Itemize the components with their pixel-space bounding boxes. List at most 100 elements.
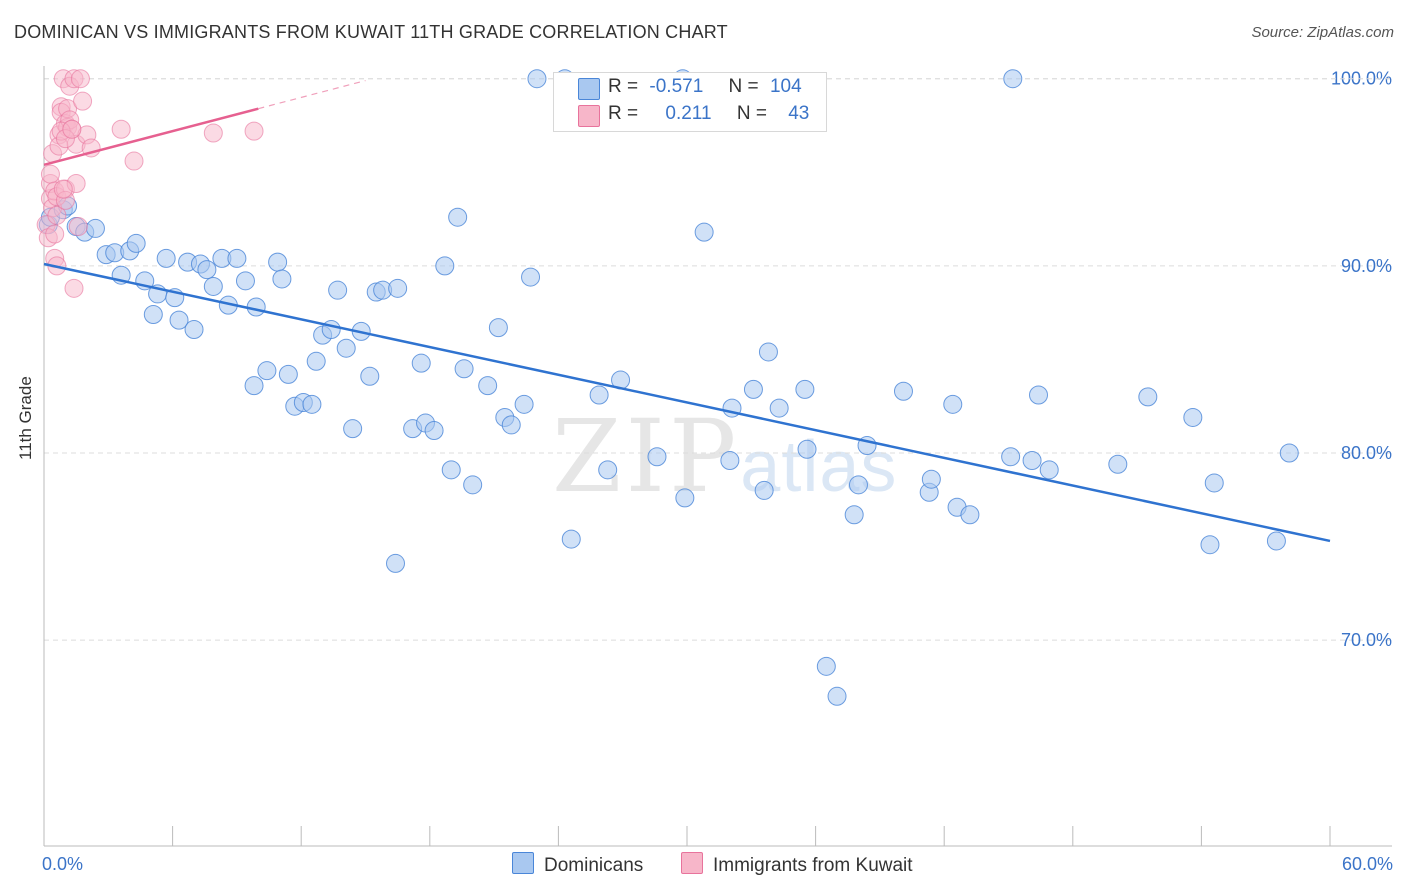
source-credit: Source: ZipAtlas.com bbox=[1251, 24, 1394, 41]
kuwait-trend-line bbox=[43, 107, 259, 167]
dominican-point bbox=[561, 529, 581, 549]
legend-r-value: 0.211 bbox=[665, 103, 712, 124]
bottom-legend-label-dominicans: Dominicans bbox=[544, 855, 644, 876]
y-tick-label: 70.0% bbox=[1341, 630, 1392, 650]
dominican-point bbox=[1138, 387, 1158, 407]
bottom-legend-dominicans: Dominicans bbox=[512, 852, 643, 877]
dominican-point bbox=[1200, 535, 1220, 555]
dominican-point bbox=[1108, 454, 1128, 474]
legend-n-label: N = bbox=[728, 76, 759, 97]
kuwait-point bbox=[124, 151, 144, 171]
dominican-point bbox=[478, 376, 498, 396]
dominican-point bbox=[302, 394, 322, 414]
dominican-point bbox=[893, 381, 913, 401]
dominican-point bbox=[321, 319, 341, 339]
dominican-point bbox=[844, 505, 864, 525]
legend-swatch-kuwait bbox=[578, 105, 600, 127]
dominican-point bbox=[769, 398, 789, 418]
dominican-point bbox=[343, 419, 363, 439]
dominican-point bbox=[246, 297, 266, 317]
dominican-point bbox=[521, 267, 541, 287]
dominican-point bbox=[386, 553, 406, 573]
legend-text-dominicans: R = -0.571 N = 104 bbox=[608, 76, 802, 98]
dominican-point bbox=[360, 366, 380, 386]
legend-r-value: -0.571 bbox=[649, 76, 704, 97]
dominican-point bbox=[827, 686, 847, 706]
dominican-point bbox=[454, 359, 474, 379]
dominican-point bbox=[816, 656, 836, 676]
dominican-point bbox=[126, 233, 146, 253]
dominican-point bbox=[598, 460, 618, 480]
kuwait-point bbox=[62, 119, 82, 139]
kuwait-point bbox=[203, 123, 223, 143]
dominican-point bbox=[203, 276, 223, 296]
dominican-point bbox=[694, 222, 714, 242]
kuwait-point bbox=[53, 179, 73, 199]
dominican-point bbox=[306, 351, 326, 371]
legend-swatch-dominicans bbox=[578, 78, 600, 100]
dominican-trend-line bbox=[43, 262, 1331, 543]
dominican-point bbox=[156, 248, 176, 268]
bottom-legend-swatch-kuwait bbox=[681, 852, 703, 874]
dominican-point bbox=[1204, 473, 1224, 493]
dominican-point bbox=[328, 280, 348, 300]
dominican-point bbox=[758, 342, 778, 362]
dominican-point bbox=[244, 376, 264, 396]
bottom-legend-swatch-dominicans bbox=[512, 852, 534, 874]
dominican-point bbox=[169, 310, 189, 330]
x-tick-label: 0.0% bbox=[42, 854, 83, 874]
dominican-point bbox=[388, 278, 408, 298]
dominican-point bbox=[1029, 385, 1049, 405]
dominican-point bbox=[795, 379, 815, 399]
kuwait-point bbox=[64, 278, 84, 298]
correlation-legend: R = -0.571 N = 104 R = 0.211 N = 43 bbox=[553, 72, 827, 132]
kuwait-trend-extension bbox=[258, 80, 366, 110]
dominican-point bbox=[527, 69, 547, 89]
dominican-point bbox=[257, 361, 277, 381]
dominican-point bbox=[501, 415, 521, 435]
dominican-point bbox=[268, 252, 288, 272]
dominican-point bbox=[1022, 450, 1042, 470]
chart-title: DOMINICAN VS IMMIGRANTS FROM KUWAIT 11TH… bbox=[14, 22, 728, 42]
dominican-point bbox=[1001, 447, 1021, 467]
kuwait-point bbox=[47, 205, 67, 225]
kuwait-point bbox=[40, 164, 60, 184]
watermark-zip: ZIP bbox=[552, 398, 741, 515]
dominican-point bbox=[336, 338, 356, 358]
bottom-legend-kuwait: Immigrants from Kuwait bbox=[681, 852, 913, 877]
kuwait-point bbox=[70, 69, 90, 89]
dominican-point bbox=[1266, 531, 1286, 551]
dominican-point bbox=[797, 439, 817, 459]
dominican-point bbox=[848, 475, 868, 495]
dominican-point bbox=[184, 319, 204, 339]
dominican-point bbox=[1003, 69, 1023, 89]
dominican-point bbox=[1279, 443, 1299, 463]
dominican-point bbox=[411, 353, 431, 373]
dominican-point bbox=[754, 480, 774, 500]
dominican-point bbox=[743, 379, 763, 399]
dominican-point bbox=[143, 305, 163, 325]
dominican-point bbox=[1183, 407, 1203, 427]
dominican-point bbox=[463, 475, 483, 495]
kuwait-point bbox=[68, 217, 88, 237]
y-tick-label: 80.0% bbox=[1341, 443, 1392, 463]
dominican-point bbox=[647, 447, 667, 467]
legend-n-value: 43 bbox=[788, 103, 810, 124]
x-tick-label: 60.0% bbox=[1342, 854, 1393, 874]
kuwait-point bbox=[111, 119, 131, 139]
dominican-point bbox=[235, 271, 255, 291]
dominican-point bbox=[448, 207, 468, 227]
legend-text-kuwait: R = 0.211 N = 43 bbox=[608, 103, 809, 125]
dominican-point bbox=[589, 385, 609, 405]
dominican-point bbox=[435, 256, 455, 276]
kuwait-point bbox=[45, 224, 65, 244]
dominican-point bbox=[227, 248, 247, 268]
dominican-point bbox=[272, 269, 292, 289]
dominican-point bbox=[921, 469, 941, 489]
dominican-point bbox=[278, 364, 298, 384]
legend-n-value: 104 bbox=[769, 76, 802, 97]
legend-n-label: N = bbox=[736, 103, 767, 124]
kuwait-point bbox=[244, 121, 264, 141]
legend-r-label: R = bbox=[608, 103, 639, 124]
